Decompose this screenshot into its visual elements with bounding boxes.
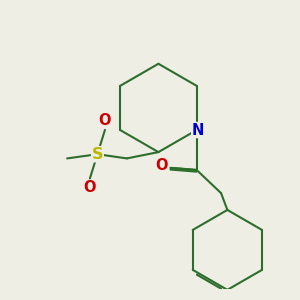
Text: O: O <box>99 113 111 128</box>
Text: O: O <box>84 180 96 195</box>
Text: N: N <box>192 122 204 137</box>
Text: S: S <box>92 147 103 162</box>
Text: O: O <box>155 158 168 173</box>
